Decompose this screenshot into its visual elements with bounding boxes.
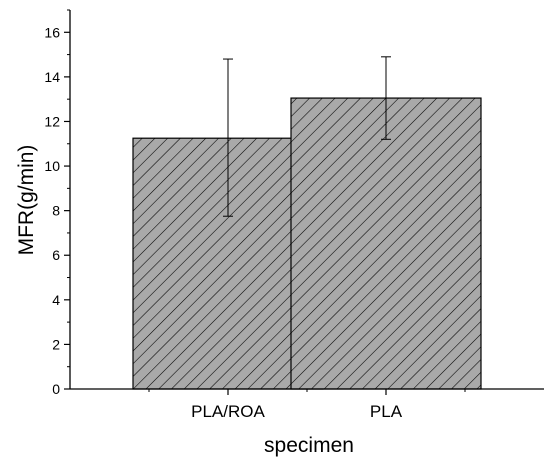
x-tick-label: PLA bbox=[370, 402, 403, 421]
y-tick-label: 2 bbox=[52, 336, 60, 352]
y-tick-label: 0 bbox=[52, 381, 60, 397]
y-tick-label: 8 bbox=[52, 203, 60, 219]
bar-1 bbox=[290, 97, 482, 390]
y-tick-label: 14 bbox=[44, 69, 60, 85]
y-tick-label: 4 bbox=[52, 292, 60, 308]
y-axis-title: MFR(g/min) bbox=[15, 145, 38, 256]
y-tick-label: 6 bbox=[52, 247, 60, 263]
x-tick-label: PLA/ROA bbox=[191, 402, 265, 421]
y-tick-label: 12 bbox=[44, 113, 60, 129]
x-axis-title: specimen bbox=[264, 434, 354, 457]
y-tick-label: 16 bbox=[44, 24, 60, 40]
y-tick-label: 10 bbox=[44, 158, 60, 174]
